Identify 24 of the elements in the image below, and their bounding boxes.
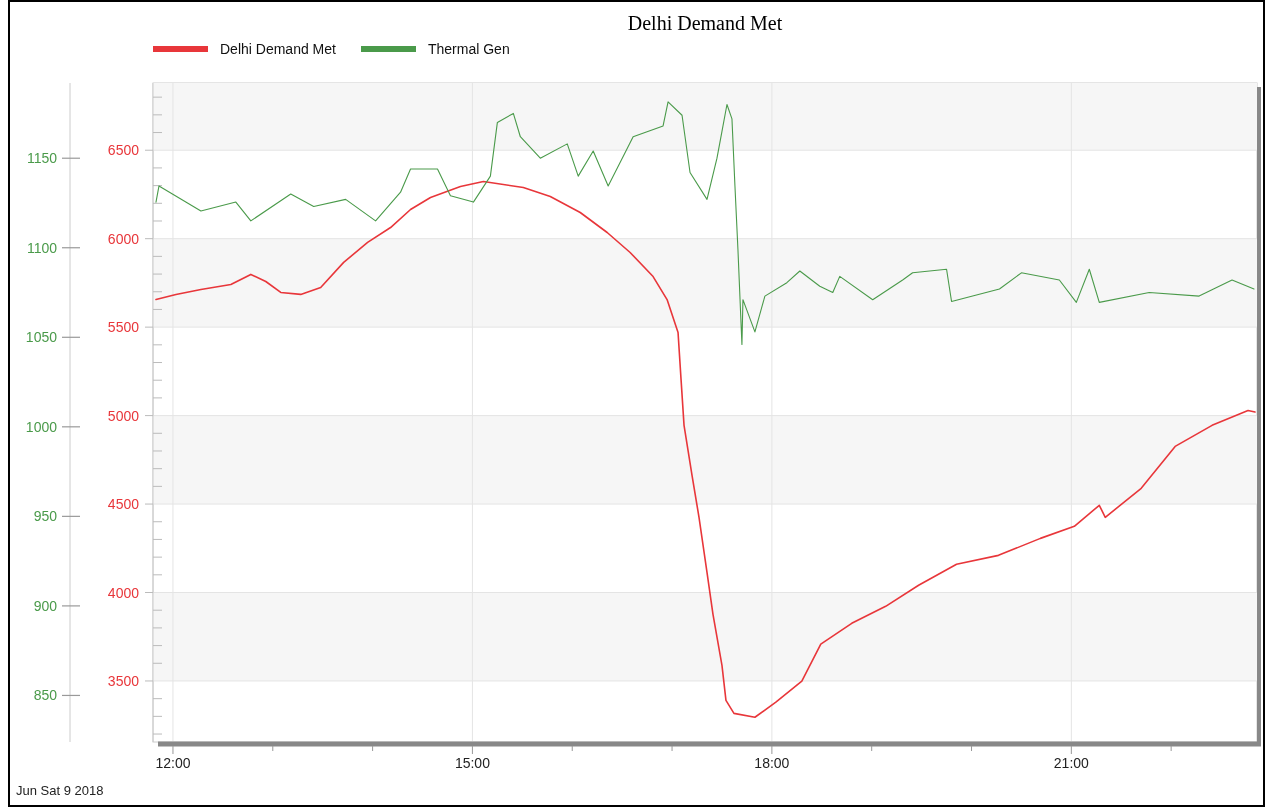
line-series	[155, 101, 1255, 345]
y2-tick-label: 1000	[25, 418, 58, 435]
y2-tick-label: 1050	[25, 329, 58, 346]
y-tick-label: 5500	[107, 319, 140, 336]
y-tick-label: 4000	[107, 584, 140, 601]
x-tick-label: 18:00	[754, 755, 790, 771]
y-tick-label: 5000	[107, 407, 140, 424]
legend-label: Thermal Gen	[428, 41, 510, 57]
x-tick-label: 21:00	[1053, 755, 1090, 771]
y2-tick-label: 1100	[26, 239, 58, 256]
text: Jun Sat 9 2018	[16, 783, 104, 798]
y2-tick-label: 900	[33, 597, 58, 614]
x-tick-label: 12:00	[155, 755, 191, 771]
legend-label: Delhi Demand Met	[220, 41, 337, 57]
y-tick-label: 6000	[107, 230, 140, 247]
y2-tick-label: 850	[33, 687, 58, 704]
chart-title: Delhi Demand Met	[627, 12, 783, 34]
x-tick-label: 15:00	[454, 755, 491, 771]
y-tick-label: 3500	[107, 672, 140, 689]
y-tick-label: 6500	[107, 142, 140, 159]
y2-tick-label: 1150	[26, 150, 58, 167]
y2-tick-label: 950	[33, 508, 58, 525]
y-tick-label: 4500	[107, 496, 140, 513]
line-series	[155, 180, 1256, 719]
